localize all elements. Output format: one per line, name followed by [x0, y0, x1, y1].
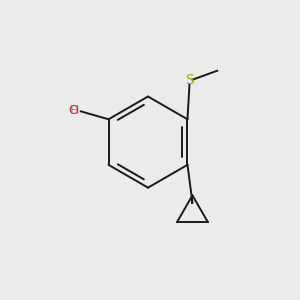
Text: S: S — [185, 73, 194, 87]
Text: H: H — [70, 104, 79, 117]
Text: O: O — [61, 104, 79, 117]
